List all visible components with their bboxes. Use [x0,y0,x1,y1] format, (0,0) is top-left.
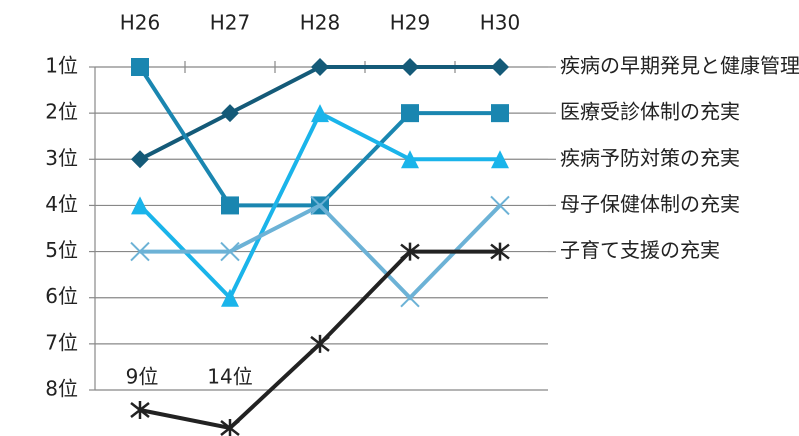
y-tick-label: 2位 [45,100,78,124]
y-tick-label: 6位 [45,284,78,308]
x-tick-label: H26 [120,11,161,35]
marker [130,401,150,419]
legend-label: 疾病の早期発見と健康管理 [560,54,799,78]
y-tick-label: 7位 [45,330,78,354]
marker [131,150,149,169]
marker [310,195,330,216]
marker [400,242,420,261]
marker [491,150,509,169]
marker [490,195,510,216]
y-tick-label: 8位 [45,377,78,401]
marker [130,241,150,262]
value-label: 14位 [207,365,252,389]
marker [310,334,330,353]
marker [221,288,239,307]
marker [221,104,239,123]
marker [401,58,419,76]
marker [131,58,149,76]
marker [311,58,329,76]
y-tick-label: 4位 [45,192,78,216]
y-tick-label: 3位 [45,146,78,170]
marker [401,104,419,123]
marker [131,196,149,215]
marker [491,58,509,76]
x-tick-label: H30 [480,11,521,35]
legend-label: 医療受診体制の充実 [560,100,740,124]
series-line [138,65,500,208]
legend-label: 母子保健体制の充実 [560,192,740,216]
marker [490,242,510,261]
x-tick-label: H28 [300,11,341,35]
legend-label: 疾病予防対策の充実 [560,146,740,170]
marker [220,241,240,262]
marker [221,196,239,215]
marker [401,150,419,169]
y-tick-label: 1位 [45,54,78,78]
y-tick-label: 5位 [45,238,78,262]
x-tick-label: H29 [390,11,431,35]
x-tick-label: H27 [210,11,251,35]
marker [400,288,420,308]
marker [311,104,329,123]
marker [491,104,509,123]
marker [220,419,240,436]
legend-label: 子育て支援の充実 [560,238,720,262]
value-label: 9位 [126,365,159,389]
